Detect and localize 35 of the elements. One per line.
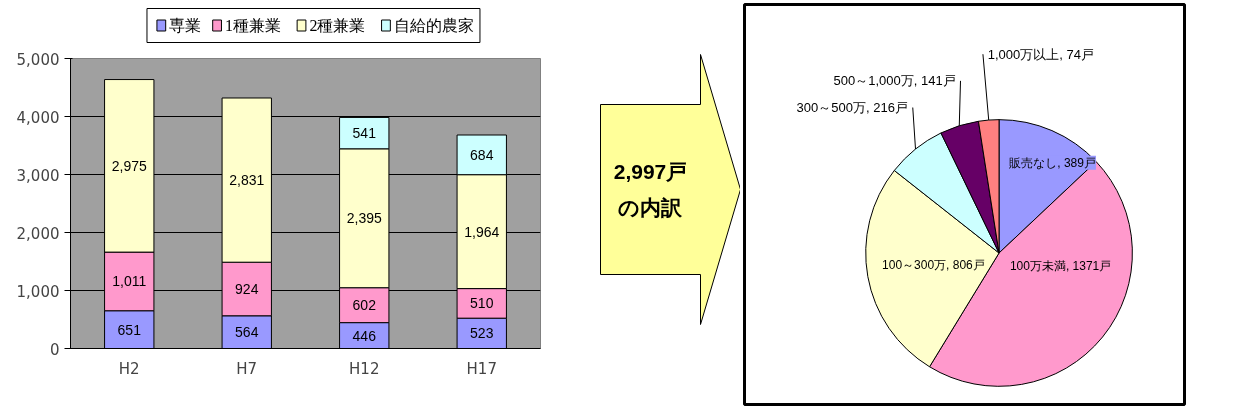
slice-label: 100万未満, 1371戸 xyxy=(1009,258,1112,273)
x-tick-label: H2 xyxy=(118,359,140,378)
slice-label: 販売なし, 389戸 xyxy=(1009,155,1096,170)
data-label: 602 xyxy=(352,297,377,314)
data-label: 924 xyxy=(235,280,259,297)
x-tick-label: H12 xyxy=(349,359,380,378)
data-label: 651 xyxy=(117,321,142,338)
y-tick-label: 2,000 xyxy=(16,224,60,243)
y-tick-label: 3,000 xyxy=(16,166,60,185)
y-tick-label: 0 xyxy=(49,340,60,359)
data-label: 446 xyxy=(352,327,377,344)
slice-label: 300～500万, 216戸 xyxy=(796,100,908,116)
data-label: 2,831 xyxy=(229,172,265,189)
slice-label: 500～1,000万, 141戸 xyxy=(833,73,956,89)
y-tick-label: 5,000 xyxy=(16,50,60,69)
data-label: 510 xyxy=(470,295,494,312)
data-label: 1,964 xyxy=(464,223,500,240)
y-tick-label: 1,000 xyxy=(16,282,60,301)
legend-label: 専業 xyxy=(169,17,202,34)
slice-label: 100～300万, 806戸 xyxy=(882,257,985,272)
x-tick-label: H7 xyxy=(236,359,258,378)
data-label: 684 xyxy=(470,146,494,163)
data-label: 2,395 xyxy=(346,210,382,227)
legend-label: 自給的農家 xyxy=(393,17,474,34)
x-tick-label: H17 xyxy=(466,359,497,378)
text: 2,997戸の内訳 xyxy=(613,159,688,220)
y-tick-label: 4,000 xyxy=(16,108,60,127)
legend-label: 2種兼業 xyxy=(309,17,366,34)
data-label: 541 xyxy=(352,125,377,142)
data-label: 2,975 xyxy=(111,157,147,174)
legend-label: 1種兼業 xyxy=(225,17,282,34)
data-label: 523 xyxy=(470,325,494,342)
slice-label: 1,000万以上, 74戸 xyxy=(987,46,1094,62)
data-label: 1,011 xyxy=(112,273,147,290)
data-label: 564 xyxy=(235,324,259,341)
